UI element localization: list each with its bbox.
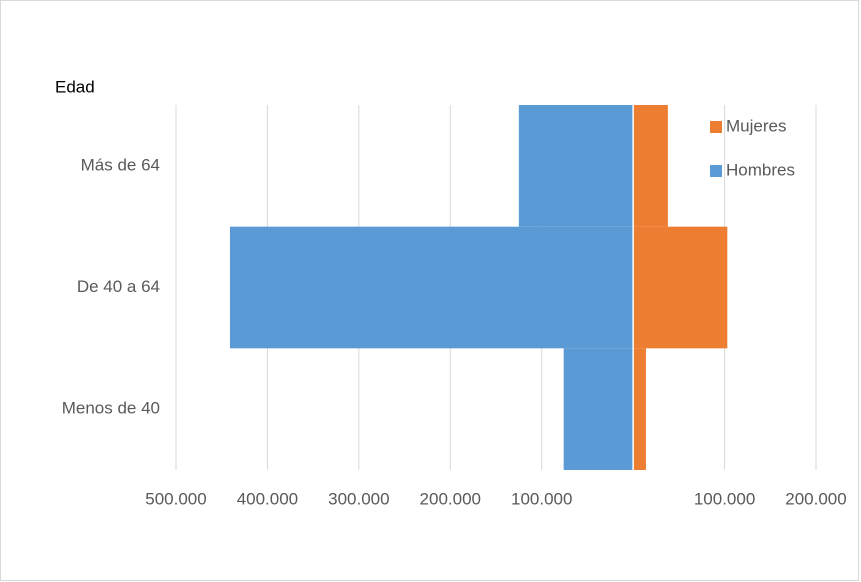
axis-title: Edad <box>55 77 95 96</box>
legend-swatch <box>710 121 722 133</box>
x-tick-label: 500.000 <box>145 489 206 508</box>
x-tick-label: 300.000 <box>328 489 389 508</box>
bar <box>229 226 634 349</box>
bar <box>518 105 634 227</box>
x-tick-label: 100.000 <box>694 489 755 508</box>
bar <box>633 226 728 349</box>
y-tick-label: Más de 64 <box>81 155 160 174</box>
bar <box>633 348 646 470</box>
legend-label: Mujeres <box>726 116 786 135</box>
x-tick-label: 200.000 <box>785 489 846 508</box>
x-tick-label: 400.000 <box>237 489 298 508</box>
bar <box>633 105 668 227</box>
bar <box>563 348 634 470</box>
x-tick-label: 200.000 <box>420 489 481 508</box>
y-tick-label: De 40 a 64 <box>77 277 160 296</box>
legend-swatch <box>710 165 722 177</box>
x-tick-label: 100.000 <box>511 489 572 508</box>
y-tick-label: Menos de 40 <box>62 399 160 418</box>
legend-label: Hombres <box>726 160 795 179</box>
